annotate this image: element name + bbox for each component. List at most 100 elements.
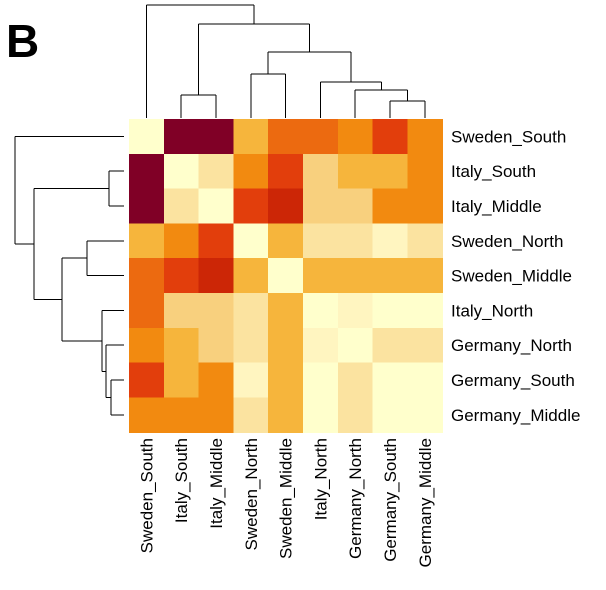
heatmap-cell: [337, 258, 374, 294]
heatmap-cell: [163, 119, 200, 155]
heatmap-cell: [337, 293, 374, 329]
heatmap-cell: [268, 258, 304, 294]
heatmap-cell: [198, 258, 234, 294]
row-labels: Sweden_South Italy_South Italy_Middle Swede…: [451, 127, 580, 424]
heatmap-cell: [163, 327, 200, 364]
heatmap-cell: [233, 327, 269, 364]
panel-label: B: [6, 15, 39, 67]
heatmap-cell: [233, 223, 269, 259]
heatmap-cell: [303, 362, 339, 398]
row-label: Sweden_North: [451, 232, 563, 251]
heatmap-cell: [337, 153, 374, 190]
column-label: Germany_South: [381, 438, 400, 562]
heatmap-cell: [372, 188, 408, 224]
heatmap-cell: [372, 119, 408, 155]
heatmap-cell: [163, 223, 200, 259]
column-label: Sweden_Middle: [277, 438, 296, 559]
heatmap-cell: [198, 223, 234, 259]
heatmap-cell: [163, 153, 200, 190]
heatmap-cell: [129, 258, 165, 294]
heatmap-cell: [163, 362, 200, 398]
heatmap-cell: [303, 223, 339, 259]
heatmap-cell: [372, 258, 408, 294]
heatmap-cell: [407, 119, 443, 155]
heatmap-cell: [268, 362, 304, 398]
row-label: Germany_Middle: [451, 406, 580, 425]
heatmap-cell: [303, 293, 339, 329]
heatmap-cell: [372, 223, 408, 259]
column-label: Italy_Middle: [207, 438, 226, 529]
heatmap-cell: [337, 119, 374, 155]
heatmap-cell: [303, 397, 339, 433]
column-dendrogram: [145, 4, 426, 118]
heatmap-cell: [407, 293, 443, 329]
heatmap-cell: [129, 327, 165, 364]
heatmap-cell: [129, 188, 165, 224]
heatmap-cell: [163, 188, 200, 224]
heatmap-cell: [337, 362, 374, 398]
heatmap-cell: [372, 397, 408, 433]
column-label: Italy_North: [311, 438, 330, 520]
heatmap-cell: [198, 153, 234, 190]
column-label: Germany_North: [346, 438, 365, 559]
heatmap-cell: [268, 397, 304, 433]
heatmap-cell: [407, 362, 443, 398]
heatmap-cells: [129, 119, 443, 433]
heatmap-cell: [407, 223, 443, 259]
column-labels: Sweden_South Italy_South Italy_Middle Swede…: [137, 438, 434, 567]
heatmap-cell: [198, 119, 234, 155]
heatmap-cell: [303, 258, 339, 294]
heatmap-cell: [198, 188, 234, 224]
row-label: Italy_North: [451, 301, 533, 320]
row-label: Germany_North: [451, 336, 572, 355]
heatmap-cell: [198, 362, 234, 398]
heatmap-cell: [163, 258, 200, 294]
heatmap-cell: [407, 188, 443, 224]
heatmap-cell: [163, 293, 200, 329]
column-label: Sweden_North: [242, 438, 261, 550]
heatmap-cell: [268, 119, 304, 155]
heatmap-cell: [233, 293, 269, 329]
heatmap-cell: [337, 327, 374, 364]
heatmap-cell: [337, 397, 374, 433]
row-label: Italy_South: [451, 162, 536, 181]
heatmap-cell: [268, 223, 304, 259]
heatmap-cell: [129, 293, 165, 329]
heatmap-cell: [233, 119, 269, 155]
heatmap-cell: [198, 397, 234, 433]
heatmap-cell: [233, 362, 269, 398]
heatmap-cell: [198, 327, 234, 364]
heatmap-cell: [268, 327, 304, 364]
column-label: Italy_South: [172, 438, 191, 523]
heatmap-cell: [129, 119, 165, 155]
heatmap-cell: [233, 258, 269, 294]
heatmap-cell: [198, 293, 234, 329]
heatmap-cell: [268, 188, 304, 224]
heatmap-cell: [372, 293, 408, 329]
heatmap-cell: [268, 293, 304, 329]
heatmap-cell: [129, 397, 165, 433]
heatmap-cell: [407, 327, 443, 364]
heatmap-cell: [303, 327, 339, 364]
heatmap-cell: [407, 397, 443, 433]
heatmap-cell: [233, 153, 269, 190]
column-label: Sweden_South: [137, 438, 156, 553]
heatmap-cell: [372, 327, 408, 364]
heatmap-cell: [233, 397, 269, 433]
heatmap-cell: [303, 153, 339, 190]
heatmap-cell: [163, 397, 200, 433]
heatmap-cell: [337, 188, 374, 224]
heatmap-cell: [337, 223, 374, 259]
row-label: Italy_Middle: [451, 197, 542, 216]
column-label: Germany_Middle: [416, 438, 435, 567]
row-label: Germany_South: [451, 371, 575, 390]
heatmap-cell: [233, 188, 269, 224]
heatmap-cell: [303, 119, 339, 155]
heatmap-cell: [407, 258, 443, 294]
heatmap-cell: [407, 153, 443, 190]
row-label: Sweden_Middle: [451, 267, 572, 286]
row-dendrogram: [14, 135, 124, 416]
heatmap-cell: [303, 188, 339, 224]
heatmap-cell: [372, 153, 408, 190]
